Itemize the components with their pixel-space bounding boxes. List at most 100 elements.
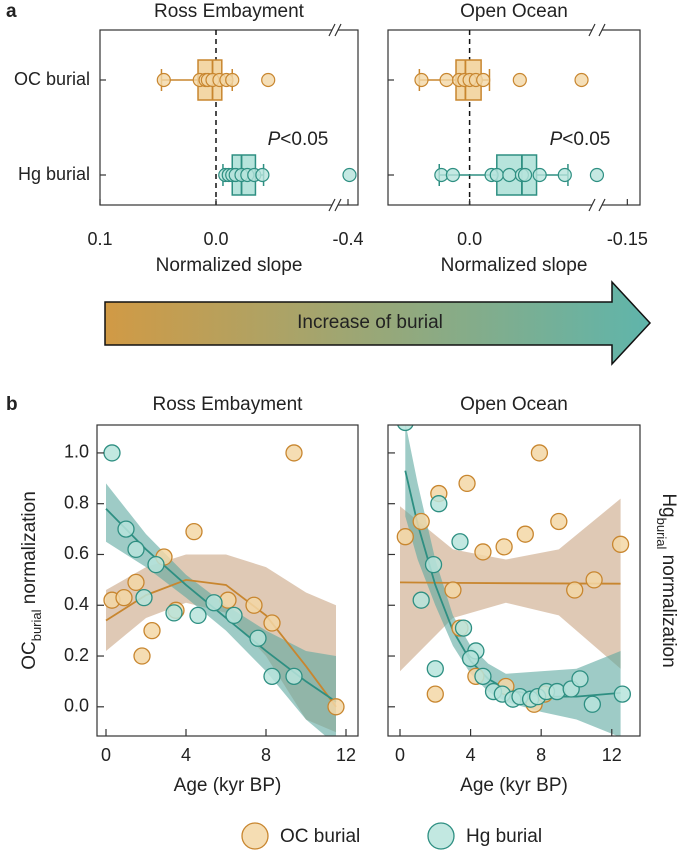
label-rest: normalization [19, 491, 40, 609]
data-point [397, 425, 414, 432]
x-tick-label: 0.0 [203, 229, 228, 249]
data-point [263, 614, 281, 632]
data-point [571, 670, 589, 688]
x-tick-label: -0.15 [607, 229, 648, 249]
data-point [285, 444, 303, 462]
label-main: Hg [658, 493, 679, 517]
data-point [550, 512, 568, 531]
data-point [143, 621, 161, 640]
data-point [165, 604, 183, 622]
data-point [532, 167, 547, 183]
data-point [225, 72, 240, 88]
plot-area [396, 425, 632, 736]
confidence-band [106, 554, 336, 733]
data-point [557, 167, 572, 183]
panel-title: Ross Embayment [153, 394, 304, 415]
data-point [414, 72, 429, 88]
data-point [583, 695, 602, 713]
annotation: P<0.05 [268, 129, 329, 150]
panel-title: Open Ocean [460, 1, 568, 22]
plot-frame [99, 29, 359, 206]
data-point [285, 667, 303, 685]
data-point [444, 581, 462, 599]
data-point [103, 444, 121, 462]
y-tick-label: OC burial [14, 69, 90, 89]
y-tick-label: Hg burial [18, 164, 90, 184]
data-point [133, 647, 151, 665]
panel-label: a [6, 1, 17, 22]
label-sub: burial [29, 609, 44, 641]
data-point [426, 685, 444, 703]
data-point [476, 72, 491, 88]
data-point [430, 495, 448, 513]
data-point [117, 520, 135, 538]
data-point [574, 72, 589, 88]
data-point [502, 167, 517, 183]
data-point [115, 588, 133, 607]
data-point [474, 543, 492, 561]
axis-break-gap [332, 202, 338, 208]
data-point [530, 444, 549, 462]
y-tick-label: 0.2 [64, 645, 89, 665]
data-point [489, 167, 504, 183]
x-tick-label: 12 [336, 745, 356, 765]
data-point [225, 606, 243, 625]
data-point [424, 555, 443, 574]
axis-break-gap [592, 202, 602, 208]
x-tick-label: 8 [536, 745, 546, 765]
plot-area [103, 444, 345, 736]
data-point [458, 474, 476, 493]
data-point [412, 512, 430, 531]
data-point [127, 540, 145, 559]
x-tick-label: 0 [395, 745, 405, 765]
data-point [512, 72, 527, 88]
data-point [548, 682, 566, 701]
label-rest: normalization [658, 549, 679, 667]
y-tick-label: 0.4 [64, 594, 89, 614]
plot-frame [96, 424, 359, 737]
y-tick-label: 0.6 [64, 543, 89, 563]
data-point [613, 685, 632, 703]
axis-break-gap [332, 27, 338, 33]
panel-label: b [6, 394, 18, 415]
annotation-text: <0.05 [280, 129, 328, 150]
data-point [439, 72, 454, 88]
y-tick-label: 0.8 [64, 492, 89, 512]
data-point [461, 649, 480, 668]
axis-break-mark [588, 198, 596, 212]
annotation-italic: P [268, 129, 281, 150]
x-tick-label: 0.0 [457, 229, 482, 249]
plot-frame [387, 29, 641, 206]
axis-break-mark [334, 23, 342, 37]
data-point [189, 606, 207, 625]
data-point [589, 167, 605, 183]
confidence-band [400, 498, 621, 672]
data-point [261, 72, 276, 88]
data-point [396, 528, 414, 546]
axis-break-mark [328, 198, 336, 212]
x-axis-label: Normalized slope [441, 255, 588, 276]
data-point [342, 167, 357, 183]
x-tick-label: 0 [101, 745, 111, 765]
x-tick-label: 4 [181, 745, 191, 765]
data-point [327, 698, 345, 716]
legend-label: Hg burial [466, 826, 542, 847]
data-point [127, 573, 145, 592]
x-tick-label: 8 [261, 745, 271, 765]
arrow-label: Increase of burial [297, 312, 443, 333]
data-point [474, 667, 492, 685]
label-sub: burial [654, 518, 669, 550]
axis-break-mark [328, 23, 336, 37]
data-point [426, 660, 444, 678]
data-point [263, 667, 281, 685]
y-tick-label: 1.0 [64, 442, 89, 462]
legend-marker [241, 822, 269, 850]
data-point [585, 571, 603, 589]
legend-marker [427, 822, 455, 850]
x-axis-label: Age (kyr BP) [174, 775, 282, 796]
annotation-text: <0.05 [562, 129, 610, 150]
panel-title: Open Ocean [460, 394, 568, 415]
x-tick-label: 4 [466, 745, 476, 765]
axis-break-mark [588, 23, 596, 37]
